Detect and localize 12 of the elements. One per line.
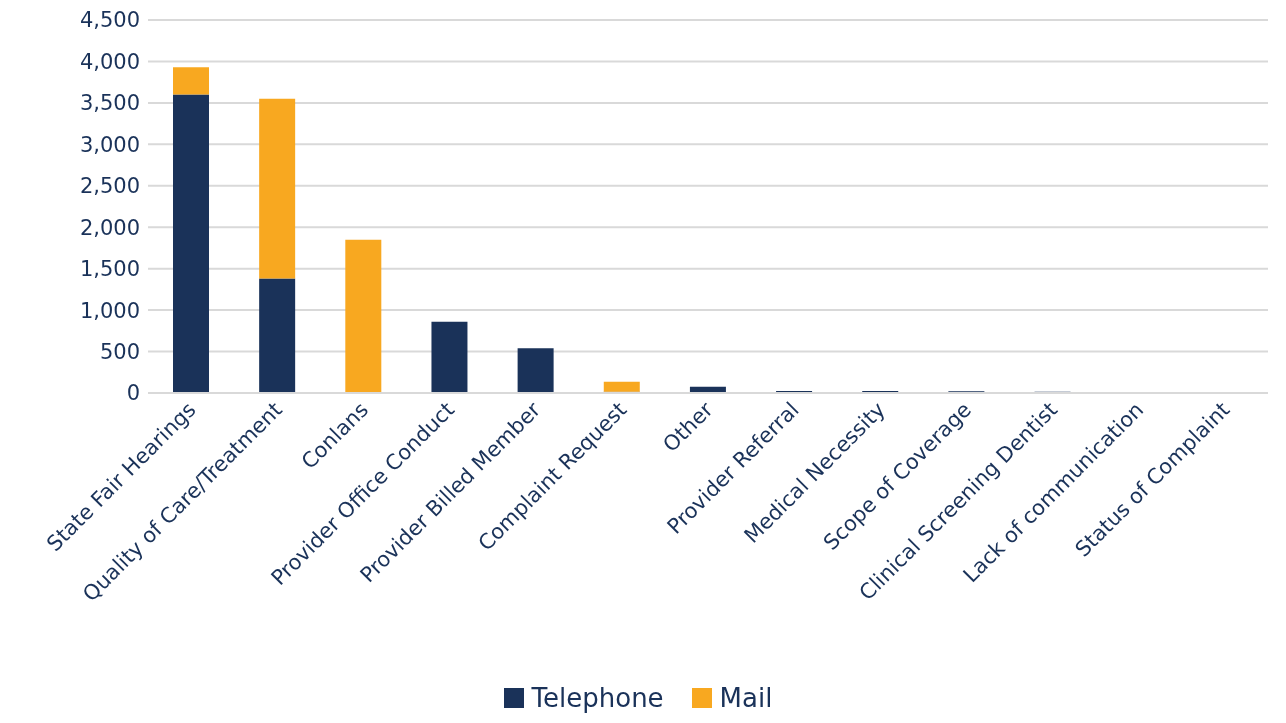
y-tick-label: 4,500 bbox=[79, 8, 140, 33]
y-tick-label: 500 bbox=[99, 340, 140, 365]
y-tick-label: 1,000 bbox=[79, 298, 140, 323]
legend-label: Mail bbox=[718, 683, 773, 713]
y-tick-label: 0 bbox=[126, 381, 140, 406]
y-tick-label: 2,000 bbox=[79, 215, 140, 240]
y-tick-label: 2,500 bbox=[79, 174, 140, 199]
y-tick-label: 3,000 bbox=[79, 132, 140, 157]
legend-label: Telephone bbox=[530, 683, 664, 713]
y-tick-label: 1,500 bbox=[79, 257, 140, 282]
y-tick-label: 3,500 bbox=[79, 91, 140, 116]
y-tick-label: 4,000 bbox=[79, 49, 140, 74]
